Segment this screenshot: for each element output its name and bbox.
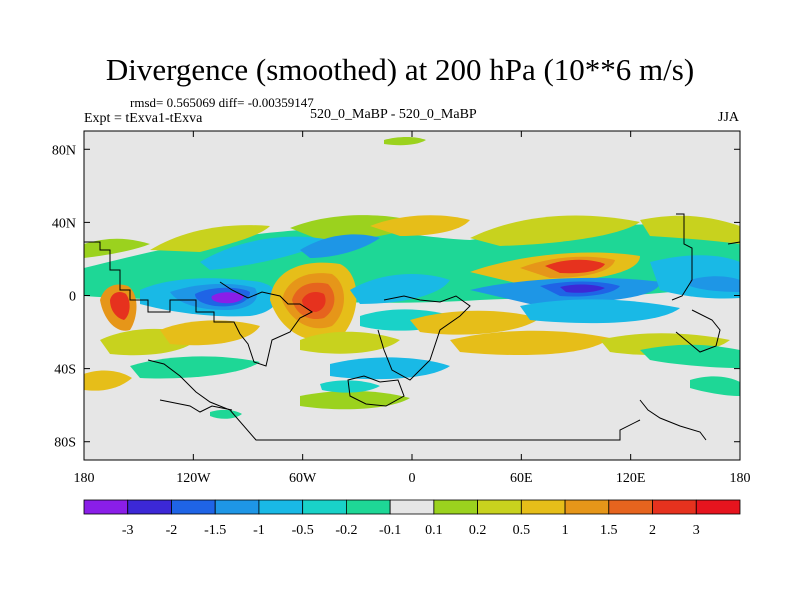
y-tick-label: 80N <box>52 143 76 158</box>
coastline-south-america-tip <box>347 375 405 407</box>
colorbar-label: -0.1 <box>379 523 401 538</box>
contour-region <box>520 299 680 324</box>
y-tick-label: 40S <box>54 363 76 378</box>
colorbar-label: 2 <box>649 523 656 538</box>
coastline-americas <box>84 241 313 367</box>
colorbar-label: 0.2 <box>469 523 487 538</box>
contour-region <box>370 215 470 236</box>
contour-region <box>384 137 426 146</box>
contour-region <box>640 215 740 244</box>
colorbar-swatch <box>258 499 304 515</box>
contour-region <box>300 234 380 258</box>
colorbar-swatch <box>302 499 347 515</box>
contour-region <box>130 356 260 379</box>
contour-region <box>320 380 380 393</box>
contour-region <box>300 331 400 354</box>
coastline-bering <box>727 241 740 245</box>
contour-region <box>545 259 605 274</box>
y-tick-label: 40N <box>52 216 76 231</box>
colorbar-swatch <box>652 499 697 515</box>
contour-region <box>450 330 610 356</box>
contour-region <box>110 292 130 320</box>
x-tick-label: 0 <box>409 471 416 486</box>
divergence-contour-fill <box>84 137 740 419</box>
colorbar-swatch <box>695 499 741 515</box>
contour-region <box>330 357 450 380</box>
contour-region <box>300 390 410 410</box>
case-label: 520_0_MaBP - 520_0_MaBP <box>310 107 477 122</box>
colorbar-swatch <box>83 499 129 515</box>
colorbar-label: 1.5 <box>600 523 618 538</box>
x-tick-label: 60W <box>289 471 317 486</box>
colorbar-label: -0.5 <box>292 523 314 538</box>
colorbar-swatch <box>127 499 172 515</box>
x-tick-label: 120W <box>176 471 211 486</box>
contour-region <box>690 376 740 396</box>
colorbar-swatch <box>608 499 653 515</box>
x-tick-label: 180 <box>730 471 751 486</box>
coastline-east-asia <box>671 213 693 301</box>
contour-region <box>640 344 740 368</box>
y-tick-label: 80S <box>54 436 76 451</box>
colorbar-label: -0.2 <box>335 523 357 538</box>
rmsd-diff-stats: rmsd= 0.565069 diff= -0.00359147 <box>130 95 314 110</box>
contour-region <box>302 292 326 312</box>
colorbar-swatch <box>477 499 522 515</box>
contour-region <box>350 274 450 304</box>
coastline-antarctica <box>147 359 641 441</box>
colorbar-swatch <box>345 499 391 515</box>
contour-region <box>160 320 260 346</box>
colorbar: -3 -2 -1.5 -1 -0.5 -0.2 -0.1 0.1 0.2 0.5 1 1.5 2 3 <box>83 499 741 538</box>
contour-region <box>200 236 330 270</box>
colorbar-label: 3 <box>693 523 700 538</box>
y-tick-label: 0 <box>69 290 76 305</box>
x-tick-label: 120E <box>616 471 646 486</box>
contour-region <box>690 276 740 292</box>
x-tick-label: 60E <box>510 471 533 486</box>
colorbar-label: -1 <box>253 523 265 538</box>
season-label: JJA <box>718 110 740 125</box>
coastlines <box>84 213 740 441</box>
contour-region <box>470 215 640 246</box>
figure-title: Divergence (smoothed) at 200 hPa (10**6 … <box>105 52 695 87</box>
contour-region <box>560 284 605 293</box>
coastline-south-pacific <box>159 399 233 413</box>
contour-region <box>211 292 244 304</box>
colorbar-label: 0.5 <box>513 523 531 538</box>
colorbar-swatch <box>389 499 435 515</box>
contour-region <box>84 370 132 391</box>
colorbar-swatch <box>433 499 479 515</box>
colorbar-swatch <box>171 499 216 515</box>
colorbar-swatch <box>520 499 566 515</box>
colorbar-label: 0.1 <box>425 523 443 538</box>
colorbar-label: -2 <box>166 523 178 538</box>
x-tick-label: 180 <box>74 471 95 486</box>
colorbar-label: -3 <box>122 523 134 538</box>
coastline-australia <box>675 309 721 353</box>
colorbar-label: 1 <box>562 523 569 538</box>
contour-region <box>210 409 242 419</box>
experiment-label: Expt = tExva1-tExva <box>84 111 203 126</box>
axis-ticks: 180 120W 60W 0 60E 120E 180 80N 40N 0 40S 80S <box>52 131 751 486</box>
colorbar-swatch <box>214 499 260 515</box>
coastline-antarctica-east <box>639 399 707 441</box>
colorbar-label: -1.5 <box>204 523 226 538</box>
coastline-africa <box>377 295 471 381</box>
contour-region <box>150 225 270 252</box>
colorbar-swatch <box>564 499 610 515</box>
